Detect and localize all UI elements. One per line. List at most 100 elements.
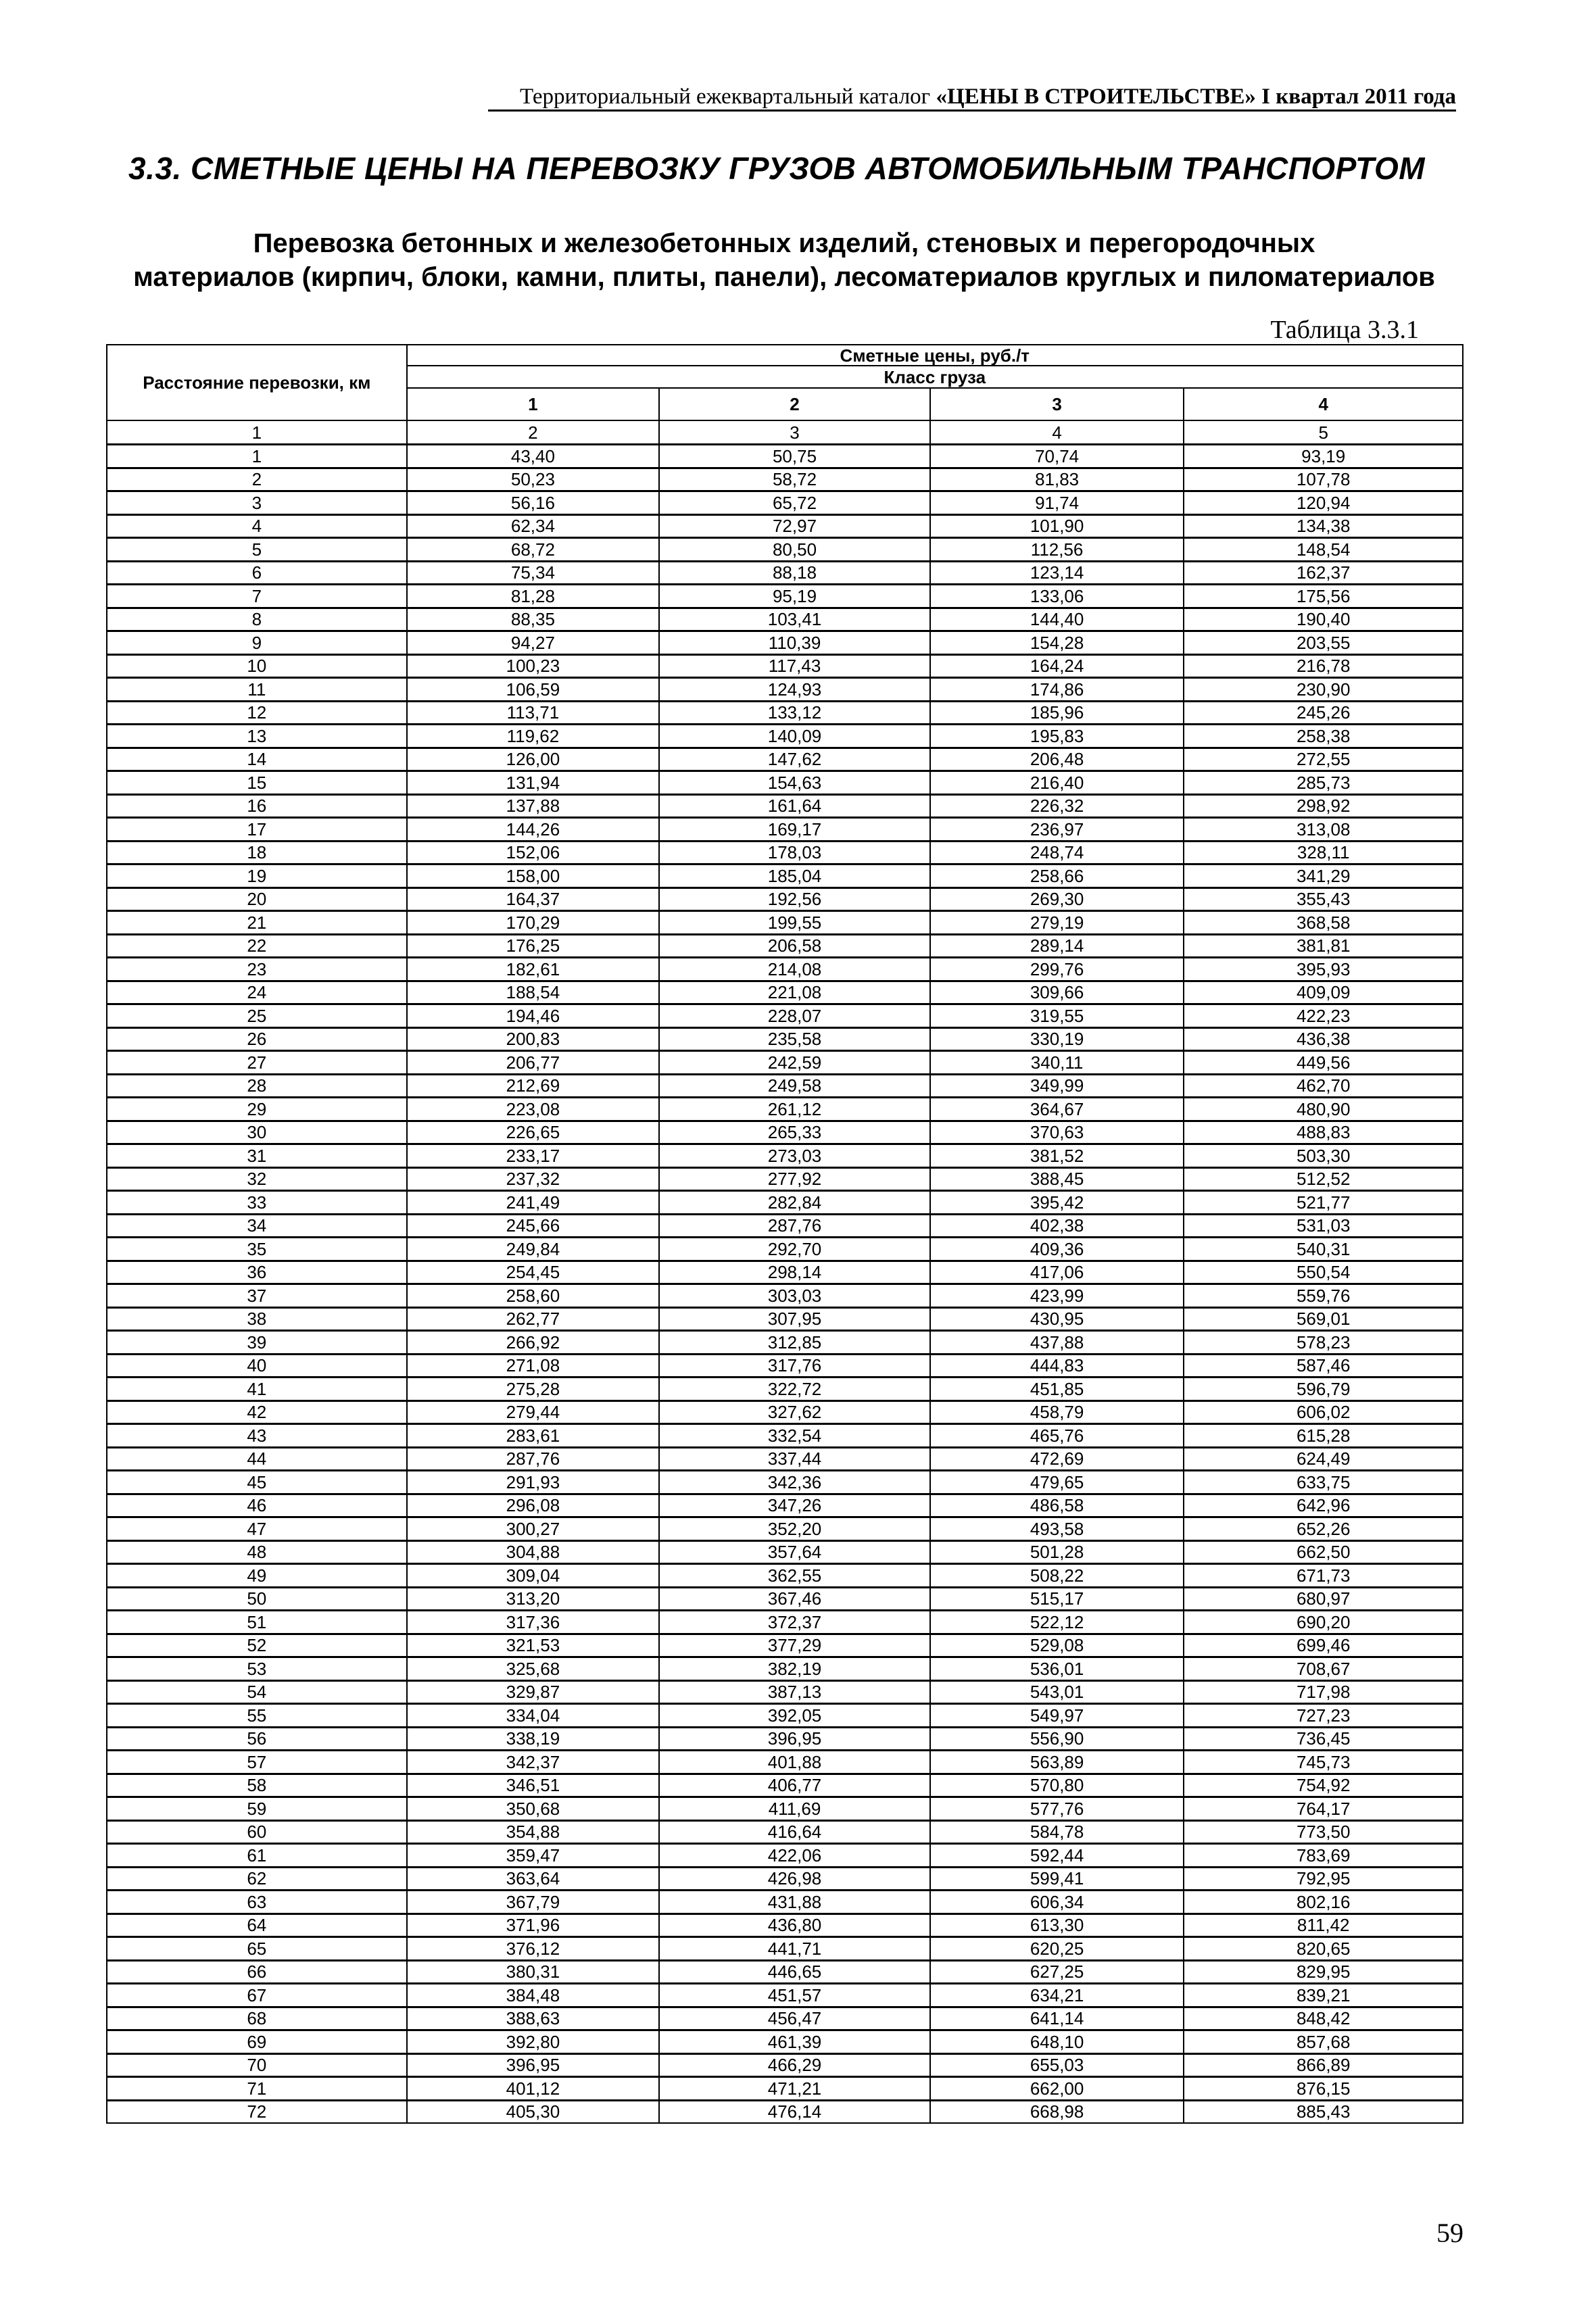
table-row: 67 384,48 451,57 634,21 839,21 <box>106 1982 1464 2007</box>
price-class-1: 206,77 <box>406 1050 660 1075</box>
table-row: 38 262,77 307,95 430,95 569,01 <box>106 1306 1464 1332</box>
price-class-2: 206,58 <box>658 933 931 958</box>
price-class-4: 606,02 <box>1183 1399 1464 1425</box>
price-class-2: 456,47 <box>658 2005 931 2031</box>
distance-km: 6 <box>106 560 408 585</box>
price-class-2: 249,58 <box>658 1073 931 1098</box>
price-class-2: 441,71 <box>658 1936 931 1961</box>
price-class-3: 522,12 <box>929 1609 1185 1634</box>
catalog-title: «ЦЕНЫ В СТРОИТЕЛЬСТВЕ» I квартал 2011 го… <box>936 84 1456 109</box>
price-class-4: 876,15 <box>1183 2076 1464 2101</box>
distance-km: 21 <box>106 910 408 935</box>
table-row: 1 43,40 50,75 70,74 93,19 <box>106 443 1464 468</box>
distance-km: 58 <box>106 1772 408 1798</box>
price-class-1: 359,47 <box>406 1843 660 1868</box>
distance-km: 15 <box>106 770 408 795</box>
price-class-1: 262,77 <box>406 1306 660 1332</box>
price-class-1: 363,64 <box>406 1866 660 1891</box>
table-row: 3 56,16 65,72 91,74 120,94 <box>106 490 1464 515</box>
price-class-1: 226,65 <box>406 1119 660 1145</box>
price-class-2: 277,92 <box>658 1166 931 1192</box>
price-class-2: 65,72 <box>658 490 931 515</box>
price-class-2: 347,26 <box>658 1492 931 1518</box>
column-number: 5 <box>1183 420 1464 445</box>
price-class-2: 178,03 <box>658 839 931 865</box>
price-class-2: 103,41 <box>658 606 931 632</box>
price-class-2: 332,54 <box>658 1423 931 1448</box>
table-row: 29 223,08 261,12 364,67 480,90 <box>106 1096 1464 1121</box>
price-class-1: 126,00 <box>406 746 660 772</box>
price-class-2: 322,72 <box>658 1376 931 1401</box>
price-class-2: 287,76 <box>658 1213 931 1238</box>
table-row: 27 206,77 242,59 340,11 449,56 <box>106 1050 1464 1075</box>
price-class-4: 134,38 <box>1183 513 1464 539</box>
price-class-3: 236,97 <box>929 817 1185 842</box>
distance-km: 40 <box>106 1353 408 1378</box>
catalog-prefix: Территориальный ежеквартальный каталог <box>519 84 936 109</box>
price-class-2: 185,04 <box>658 863 931 888</box>
price-class-4: 449,56 <box>1183 1050 1464 1075</box>
price-class-1: 266,92 <box>406 1330 660 1355</box>
price-class-1: 300,27 <box>406 1516 660 1541</box>
price-class-1: 287,76 <box>406 1446 660 1471</box>
table-row: 30 226,65 265,33 370,63 488,83 <box>106 1119 1464 1145</box>
price-class-3: 648,10 <box>929 2029 1185 2054</box>
price-class-3: 606,34 <box>929 1889 1185 1914</box>
distance-km: 65 <box>106 1936 408 1961</box>
price-class-3: 226,32 <box>929 793 1185 819</box>
price-class-2: 154,63 <box>658 770 931 795</box>
price-class-3: 101,90 <box>929 513 1185 539</box>
table-row: 2 50,23 58,72 81,83 107,78 <box>106 466 1464 492</box>
price-class-2: 367,46 <box>658 1586 931 1611</box>
price-class-2: 199,55 <box>658 910 931 935</box>
price-class-2: 372,37 <box>658 1609 931 1634</box>
distance-km: 71 <box>106 2076 408 2101</box>
subtitle-line-1: Перевозка бетонных и железобетонных изде… <box>253 228 1315 258</box>
distance-km: 22 <box>106 933 408 958</box>
price-class-1: 401,12 <box>406 2076 660 2101</box>
price-class-1: 317,36 <box>406 1609 660 1634</box>
price-class-4: 409,09 <box>1183 979 1464 1005</box>
table-row: 62 363,64 426,98 599,41 792,95 <box>106 1866 1464 1891</box>
table-row: 25 194,46 228,07 319,55 422,23 <box>106 1003 1464 1028</box>
price-class-2: 362,55 <box>658 1563 931 1588</box>
price-class-2: 58,72 <box>658 466 931 492</box>
price-class-1: 367,79 <box>406 1889 660 1914</box>
price-class-4: 230,90 <box>1183 677 1464 702</box>
price-class-3: 451,85 <box>929 1376 1185 1401</box>
price-class-4: 642,96 <box>1183 1492 1464 1518</box>
price-class-2: 436,80 <box>658 1912 931 1938</box>
distance-km: 46 <box>106 1492 408 1518</box>
table-row: 42 279,44 327,62 458,79 606,02 <box>106 1399 1464 1425</box>
price-class-4: 148,54 <box>1183 537 1464 562</box>
price-class-1: 188,54 <box>406 979 660 1005</box>
price-class-4: 175,56 <box>1183 583 1464 608</box>
price-class-4: 745,73 <box>1183 1749 1464 1774</box>
price-class-4: 727,23 <box>1183 1703 1464 1728</box>
price-class-4: 839,21 <box>1183 1982 1464 2007</box>
distance-km: 64 <box>106 1912 408 1938</box>
price-class-3: 613,30 <box>929 1912 1185 1938</box>
price-class-2: 461,39 <box>658 2029 931 2054</box>
price-class-3: 330,19 <box>929 1026 1185 1052</box>
table-row: 10 100,23 117,43 164,24 216,78 <box>106 653 1464 679</box>
price-class-2: 466,29 <box>658 2052 931 2078</box>
price-class-2: 303,03 <box>658 1283 931 1308</box>
distance-km: 42 <box>106 1399 408 1425</box>
distance-km: 35 <box>106 1236 408 1261</box>
price-class-4: 531,03 <box>1183 1213 1464 1238</box>
price-class-1: 212,69 <box>406 1073 660 1098</box>
distance-km: 5 <box>106 537 408 562</box>
price-class-2: 235,58 <box>658 1026 931 1052</box>
distance-km: 50 <box>106 1586 408 1611</box>
price-class-2: 446,65 <box>658 1959 931 1984</box>
price-class-4: 559,76 <box>1183 1283 1464 1308</box>
header-class-4: 4 <box>1183 387 1464 421</box>
table-row: 55 334,04 392,05 549,97 727,23 <box>106 1703 1464 1728</box>
price-class-1: 233,17 <box>406 1143 660 1168</box>
price-class-1: 296,08 <box>406 1492 660 1518</box>
price-class-2: 273,03 <box>658 1143 931 1168</box>
price-class-4: 285,73 <box>1183 770 1464 795</box>
table-row: 60 354,88 416,64 584,78 773,50 <box>106 1819 1464 1845</box>
price-class-4: 671,73 <box>1183 1563 1464 1588</box>
